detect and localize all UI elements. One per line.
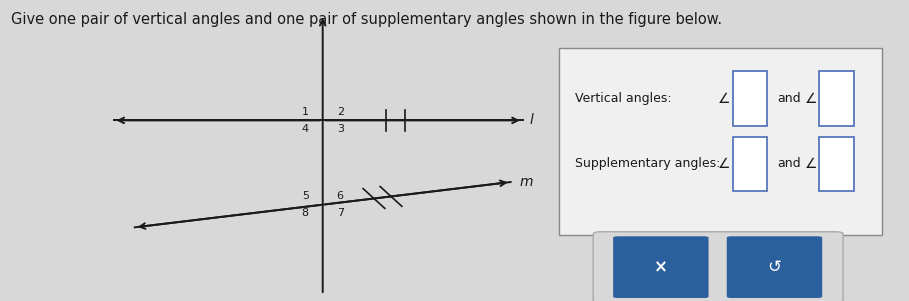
Text: ∠: ∠ (804, 157, 817, 171)
FancyBboxPatch shape (733, 71, 767, 126)
FancyBboxPatch shape (559, 48, 882, 235)
Text: 1: 1 (302, 107, 309, 117)
Text: 6: 6 (336, 191, 344, 201)
Text: 4: 4 (302, 124, 309, 134)
Text: ∠: ∠ (804, 92, 817, 106)
FancyBboxPatch shape (727, 236, 822, 298)
FancyBboxPatch shape (593, 232, 843, 301)
FancyBboxPatch shape (819, 137, 854, 191)
Text: 3: 3 (336, 124, 344, 134)
FancyBboxPatch shape (733, 137, 767, 191)
Text: ↺: ↺ (767, 258, 782, 276)
FancyBboxPatch shape (819, 71, 854, 126)
Text: ×: × (654, 258, 668, 276)
Text: Supplementary angles:: Supplementary angles: (575, 157, 721, 170)
Text: ∠: ∠ (718, 92, 731, 106)
Text: and: and (777, 157, 801, 170)
Text: and: and (777, 92, 801, 105)
Text: 5: 5 (302, 191, 309, 201)
Text: ∠: ∠ (718, 157, 731, 171)
Text: 2: 2 (336, 107, 344, 117)
Text: 8: 8 (302, 208, 309, 218)
Text: l: l (530, 113, 534, 127)
Text: Vertical angles:: Vertical angles: (575, 92, 672, 105)
Text: m: m (520, 175, 534, 189)
Text: 7: 7 (336, 208, 344, 218)
FancyBboxPatch shape (613, 236, 708, 298)
Text: Give one pair of vertical angles and one pair of supplementary angles shown in t: Give one pair of vertical angles and one… (11, 12, 722, 27)
